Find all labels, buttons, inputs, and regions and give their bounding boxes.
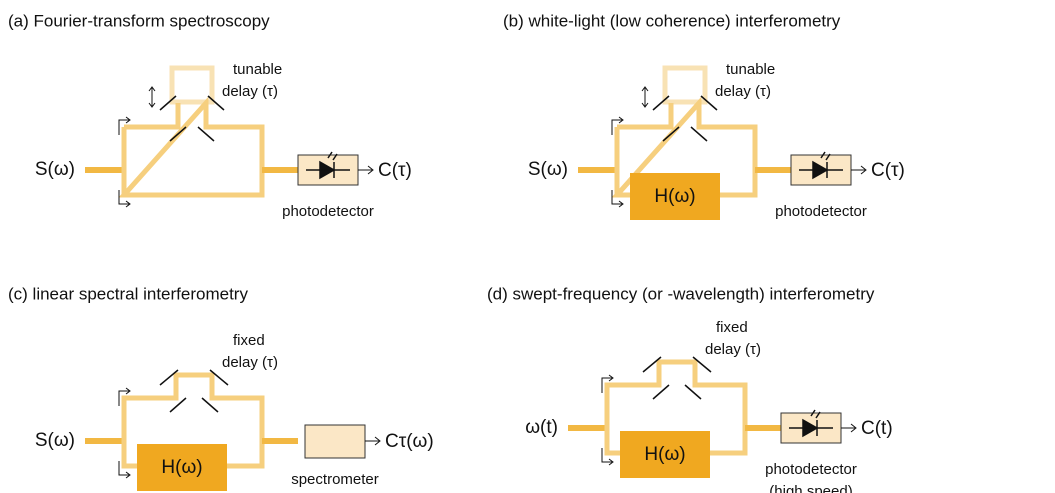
delay-label: delay (τ) <box>715 83 771 100</box>
delay-label: delay (τ) <box>222 83 278 100</box>
loop <box>118 96 265 198</box>
delay-label: delay (τ) <box>705 341 761 358</box>
input-label: S(ω) <box>528 159 568 180</box>
filter-box <box>630 173 720 220</box>
tunable-arm <box>169 65 215 105</box>
tune-arrow <box>148 86 156 108</box>
panel: ω(t) fixed delay (τ) H(ω) C(t) photodetector (… <box>525 319 892 493</box>
delay-label: tunable <box>233 61 282 78</box>
output-arrow <box>365 436 381 446</box>
mirrors <box>652 95 718 142</box>
spectrometer <box>304 424 366 459</box>
input-label: S(ω) <box>35 159 75 180</box>
panel: S(ω) tunable delay (τ) H(ω) C(τ) photodetecto… <box>528 61 905 220</box>
receiver-label: spectrometer <box>291 471 379 488</box>
panel: S(ω) tunable delay (τ) C(τ) photodetector <box>35 61 412 220</box>
output-label: C(τ) <box>378 160 412 181</box>
corner-arrows <box>601 374 614 466</box>
delay-label: fixed <box>233 332 265 349</box>
output-label: C(t) <box>861 418 893 439</box>
filter-label: H(ω) <box>644 444 685 465</box>
delay-label: fixed <box>716 319 748 336</box>
corner-arrows <box>611 116 624 208</box>
receiver-label: photodetector <box>775 203 867 220</box>
receiver-label: (high speed) <box>769 483 852 493</box>
filter-label: H(ω) <box>161 457 202 478</box>
corner-arrows <box>118 387 131 479</box>
filter-box <box>137 444 227 491</box>
output-label: C(τ) <box>871 160 905 181</box>
receiver-label: photodetector <box>282 203 374 220</box>
diode <box>799 151 843 180</box>
receiver-label: photodetector <box>765 461 857 478</box>
panel-title: (c) linear spectral interferometry <box>8 284 248 303</box>
tunable-arm <box>662 65 708 105</box>
input-label: ω(t) <box>525 417 558 438</box>
panel: S(ω) fixed delay (τ) H(ω) Cτ(ω) spectrometer <box>35 332 434 491</box>
diode <box>306 151 350 180</box>
output-arrow <box>851 165 867 175</box>
output-arrow <box>841 423 857 433</box>
filter-box <box>620 431 710 478</box>
panel-title: (b) white-light (low coherence) interfer… <box>503 11 841 30</box>
corner-arrows <box>118 116 131 208</box>
panel-title: (d) swept-frequency (or -wavelength) int… <box>487 284 875 303</box>
delay-label: tunable <box>726 61 775 78</box>
output-arrow <box>358 165 374 175</box>
delay-label: delay (τ) <box>222 354 278 371</box>
diode <box>789 409 833 438</box>
mirrors <box>159 95 225 142</box>
mirrors <box>642 356 712 400</box>
input-label: S(ω) <box>35 430 75 451</box>
mirrors <box>159 369 229 413</box>
panel-title: (a) Fourier-transform spectroscopy <box>8 11 270 30</box>
filter-label: H(ω) <box>654 186 695 207</box>
output-label: Cτ(ω) <box>385 431 434 452</box>
tune-arrow <box>641 86 649 108</box>
